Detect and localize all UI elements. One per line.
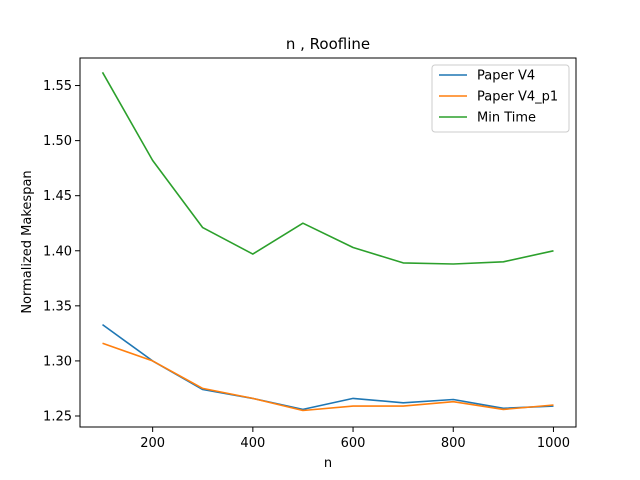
legend: Paper V4 Paper V4_p1 Min Time xyxy=(431,64,570,133)
series-line-paper-v4-p1 xyxy=(102,342,554,412)
x-axis-label: n xyxy=(324,456,332,471)
x-tick-label: 600 xyxy=(341,436,366,451)
y-tick-label: 1.30 xyxy=(43,354,72,369)
y-axis-label: Normalized Makespan xyxy=(20,170,35,313)
legend-label-min-time: Min Time xyxy=(477,111,536,126)
legend-label-paper-v4-p1: Paper V4_p1 xyxy=(477,90,558,105)
legend-box xyxy=(431,64,570,133)
plot-frame xyxy=(79,57,577,428)
y-axis-ticks: 1.25 1.30 1.35 1.40 1.45 1.50 1.55 xyxy=(43,79,80,424)
x-tick-label: 1000 xyxy=(537,436,570,451)
x-axis-ticks: 200 400 600 800 1000 xyxy=(140,427,570,451)
y-tick-label: 1.35 xyxy=(43,299,72,314)
y-tick-label: 1.55 xyxy=(43,79,72,94)
y-tick-label: 1.25 xyxy=(43,409,72,424)
y-tick-label: 1.40 xyxy=(43,244,72,259)
chart-title: n , Roofline xyxy=(286,35,370,53)
x-tick-label: 400 xyxy=(240,436,265,451)
legend-label-paper-v4: Paper V4 xyxy=(477,69,535,84)
y-tick-label: 1.50 xyxy=(43,134,72,149)
series-layer xyxy=(101,71,554,412)
y-tick-label: 1.45 xyxy=(43,189,72,204)
series-line-paper-v4 xyxy=(102,323,554,411)
x-tick-label: 800 xyxy=(441,436,466,451)
x-tick-label: 200 xyxy=(140,436,165,451)
series-line-min-time xyxy=(101,71,554,265)
